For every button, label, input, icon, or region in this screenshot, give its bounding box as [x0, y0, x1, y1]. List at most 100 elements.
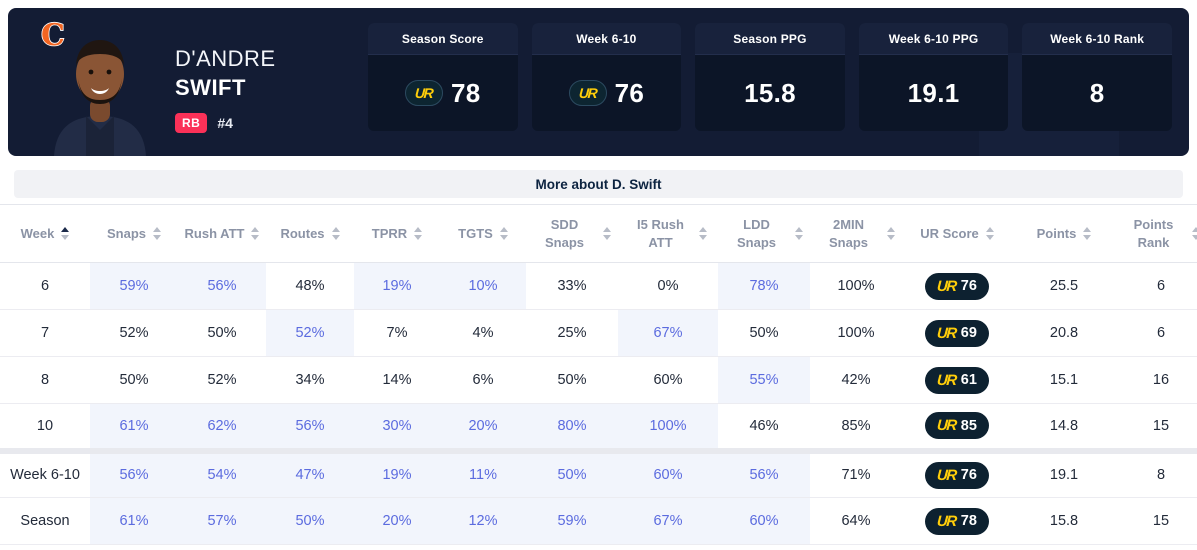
- i5-rush-att-cell: 67%: [618, 309, 718, 357]
- tprr-cell: 7%: [354, 309, 440, 357]
- ur-logo-icon: UR: [936, 324, 957, 342]
- rush-att-cell: 56%: [178, 262, 266, 310]
- stat-card-value: 8: [1089, 77, 1105, 108]
- stat-card-value: 15.8: [744, 77, 796, 108]
- player-photo: [54, 40, 146, 156]
- sdd-snaps-cell: 50%: [526, 356, 618, 404]
- player-header: C D'ANDRE SWIFT RB #4: [8, 8, 1189, 156]
- column-header-sdd-snaps[interactable]: SDD Snaps: [526, 204, 618, 263]
- stat-card-value: 78: [451, 77, 481, 108]
- column-header-i5-rush-att[interactable]: I5 Rush ATT: [618, 204, 718, 263]
- sort-icon: [331, 226, 340, 240]
- ur-score-pill: UR 69: [925, 319, 989, 347]
- points-cell: 14.8: [1012, 403, 1116, 451]
- week-cell: 7: [0, 309, 90, 357]
- stat-card-label: Week 6-10: [531, 23, 682, 55]
- weekly-stats-table: Week Snaps Rush ATT Routes TPRR TGTS SDD…: [0, 204, 1197, 545]
- tprr-cell: 19%: [354, 262, 440, 310]
- points-rank-cell: 6: [1156, 278, 1166, 294]
- ur-logo-icon: UR: [936, 512, 957, 530]
- ur-logo-icon: UR: [936, 466, 957, 484]
- routes-cell: 50%: [266, 497, 354, 545]
- routes-cell: 48%: [295, 278, 325, 294]
- sort-icon: [794, 227, 803, 240]
- player-last-name: SWIFT: [175, 75, 246, 100]
- points-rank-cell: 15: [1116, 497, 1197, 545]
- rush-att-cell: 62%: [178, 403, 266, 451]
- column-header-week[interactable]: Week: [0, 204, 90, 263]
- week-cell: Week 6-10: [0, 447, 90, 498]
- tgts-cell: 12%: [440, 497, 526, 545]
- snaps-cell: 59%: [90, 262, 178, 310]
- 2min-snaps-cell: 64%: [810, 497, 902, 545]
- sort-icon: [153, 226, 161, 240]
- ur-score-pill: UR 76: [925, 461, 989, 489]
- sort-icon: [1191, 227, 1197, 240]
- routes-cell: 56%: [266, 403, 354, 451]
- points-rank-cell: 16: [1116, 356, 1197, 404]
- 2min-snaps-cell: 100%: [837, 278, 875, 294]
- tprr-cell: 30%: [354, 403, 440, 451]
- table-row-week-8: 8 50% 52% 34% 14% 6% 50% 60% 55% 42% UR 6…: [0, 356, 1197, 404]
- sort-icon: [886, 227, 895, 240]
- ldd-snaps-cell: 50%: [718, 309, 810, 357]
- table-row-week-6: 6 59% 56% 48% 19% 10% 33% 0% 78% 100% UR…: [0, 262, 1197, 310]
- column-header-routes[interactable]: Routes: [266, 204, 354, 263]
- snaps-cell: 61%: [90, 497, 178, 545]
- ur-logo-icon: UR: [936, 277, 957, 295]
- points-rank-cell: 15: [1116, 403, 1197, 451]
- sort-icon: [61, 226, 70, 240]
- table-row-week-6-10-summary: Week 6-10 56% 54% 47% 19% 11% 50% 60% 56…: [0, 447, 1197, 498]
- column-header-tgts[interactable]: TGTS: [440, 204, 526, 263]
- ur-score-pill: UR 78: [925, 507, 989, 535]
- sdd-snaps-cell: 59%: [526, 497, 618, 545]
- ldd-snaps-cell: 46%: [718, 403, 810, 451]
- snaps-cell: 52%: [90, 309, 178, 357]
- stat-card-week-6-10: Week 6-10 UR 76: [531, 23, 682, 131]
- tgts-cell: 6%: [440, 356, 526, 404]
- player-first-name: D'ANDRE: [175, 46, 276, 71]
- column-header-rush-att[interactable]: Rush ATT: [178, 204, 266, 263]
- week-cell: 8: [0, 356, 90, 404]
- week-cell: 6: [40, 278, 50, 294]
- sort-icon: [499, 226, 508, 240]
- stat-cards: Season Score UR 78 Week 6-10 UR 76 Seaso…: [368, 23, 1172, 131]
- column-header-2min-snaps[interactable]: 2MIN Snaps: [810, 204, 902, 263]
- column-header-ur-score[interactable]: UR Score: [902, 204, 1012, 263]
- routes-cell: 34%: [266, 356, 354, 404]
- routes-cell: 47%: [266, 447, 354, 498]
- column-header-snaps[interactable]: Snaps: [90, 204, 178, 263]
- sdd-snaps-cell: 50%: [526, 447, 618, 498]
- table-row-week-10: 10 61% 62% 56% 30% 20% 80% 100% 46% 85% …: [0, 403, 1197, 451]
- 2min-snaps-cell: 71%: [810, 447, 902, 498]
- sort-icon: [985, 226, 994, 240]
- stat-card-label: Week 6-10 Rank: [1022, 23, 1172, 55]
- sdd-snaps-cell: 25%: [526, 309, 618, 357]
- tprr-cell: 14%: [354, 356, 440, 404]
- i5-rush-att-cell: 60%: [618, 447, 718, 498]
- jersey-number: #4: [217, 115, 233, 131]
- rush-att-cell: 57%: [178, 497, 266, 545]
- tprr-cell: 20%: [354, 497, 440, 545]
- more-about-player-button[interactable]: More about D. Swift: [14, 170, 1183, 198]
- points-cell: 20.8: [1012, 309, 1116, 357]
- sort-icon: [251, 226, 260, 240]
- table-row-week-7: 7 52% 50% 52% 7% 4% 25% 67% 50% 100% UR 6…: [0, 309, 1197, 357]
- bears-team-logo-icon: C: [40, 20, 65, 50]
- points-rank-cell: 8: [1116, 447, 1197, 498]
- column-header-points-rank[interactable]: Points Rank: [1116, 204, 1197, 263]
- ldd-snaps-cell: 60%: [718, 497, 810, 545]
- stat-card-season-score: Season Score UR 78: [368, 23, 518, 131]
- sort-icon: [1083, 226, 1092, 240]
- points-cell: 25.5: [1049, 278, 1079, 294]
- i5-rush-att-cell: 67%: [618, 497, 718, 545]
- stat-card-season-ppg: Season PPG 15.8: [695, 23, 845, 131]
- ur-score-pill: UR 85: [925, 412, 989, 440]
- column-header-tprr[interactable]: TPRR: [354, 204, 440, 263]
- i5-rush-att-cell: 0%: [657, 278, 679, 294]
- column-header-points[interactable]: Points: [1012, 204, 1116, 263]
- snaps-cell: 50%: [90, 356, 178, 404]
- column-header-ldd-snaps[interactable]: LDD Snaps: [718, 204, 810, 263]
- stat-card-label: Week 6-10 PPG: [858, 23, 1009, 55]
- points-cell: 15.8: [1012, 497, 1116, 545]
